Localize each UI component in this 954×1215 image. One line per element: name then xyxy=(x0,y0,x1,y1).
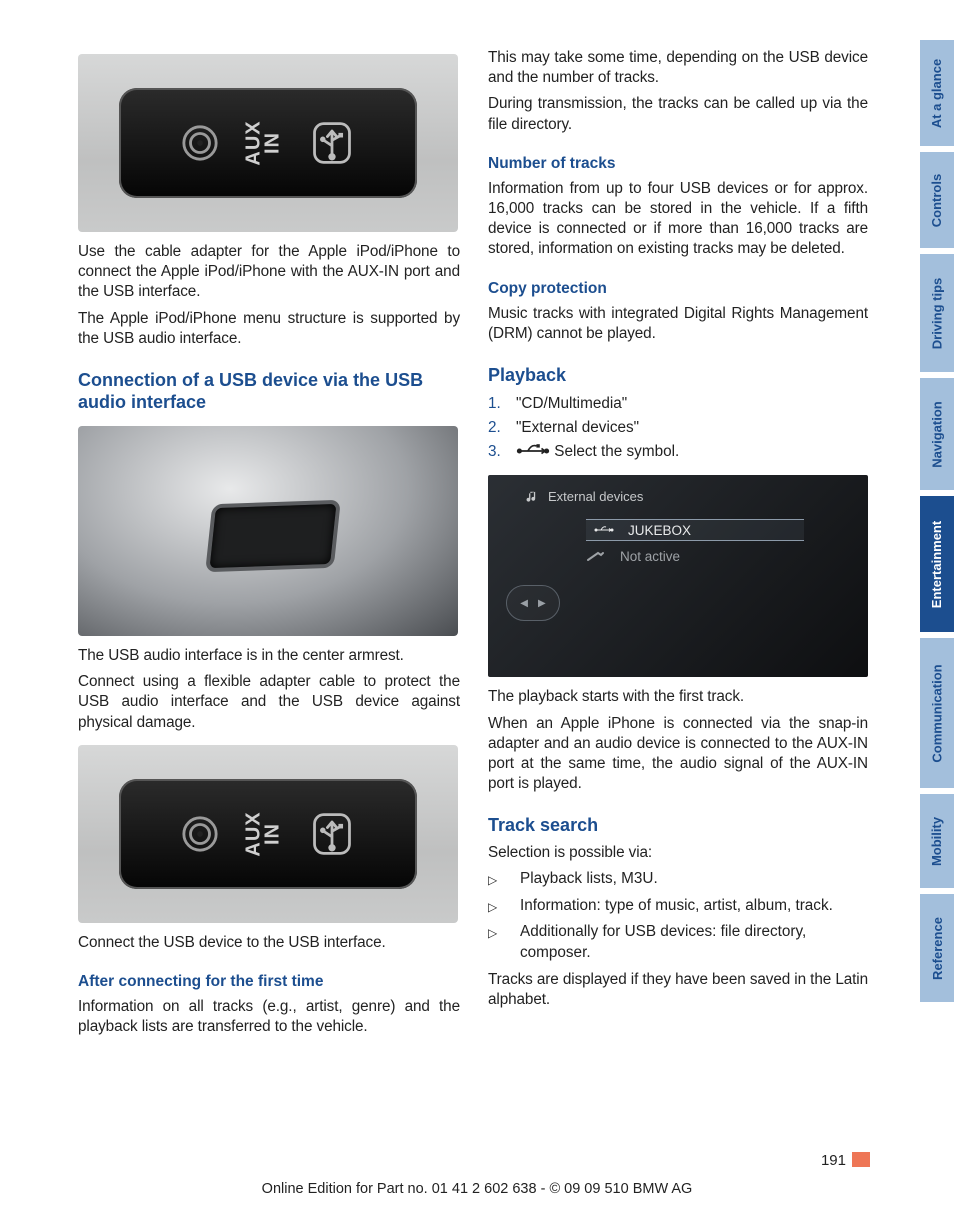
heading-copy-protection: Copy protection xyxy=(488,280,868,298)
step-item: 1."CD/Multimedia" xyxy=(488,392,868,416)
usb-transfer-icon xyxy=(594,524,614,536)
side-tabs: At a glance Controls Driving tips Navigatio… xyxy=(920,40,954,1200)
paragraph: During transmission, the tracks can be c… xyxy=(488,94,868,134)
heading-number-of-tracks: Number of tracks xyxy=(488,155,868,173)
track-search-list: ▷Playback lists, M3U. ▷Information: type… xyxy=(488,869,868,970)
paragraph: Tracks are displayed if they have been s… xyxy=(488,970,868,1010)
heading-playback: Playback xyxy=(488,364,868,387)
paragraph: The Apple iPod/iPhone menu structure is … xyxy=(78,309,460,349)
paragraph: Information on all tracks (e.g., artist,… xyxy=(78,997,460,1037)
footer-line: Online Edition for Part no. 01 41 2 602 … xyxy=(0,1181,954,1197)
playback-steps-list: 1."CD/Multimedia" 2."External devices" 3… xyxy=(488,392,868,463)
aux-jack-icon xyxy=(181,815,219,853)
paragraph: Selection is possible via: xyxy=(488,843,868,863)
center-armrest-image xyxy=(78,426,458,636)
aux-in-panel-image-top: AUXIN xyxy=(78,54,458,232)
side-tab-entertainment[interactable]: Entertainment xyxy=(920,496,954,632)
list-item: ▷Additionally for USB devices: file dire… xyxy=(488,922,868,963)
aux-label-bottom: IN xyxy=(262,823,284,845)
aux-in-panel-image-bottom: AUXIN xyxy=(78,745,458,923)
idrive-screenshot: External devices JUKEBOX Not active ◀▶ xyxy=(488,475,868,677)
side-tab-at-a-glance[interactable]: At a glance xyxy=(920,40,954,146)
paragraph: The USB audio interface is in the center… xyxy=(78,646,460,666)
heading-connection-usb: Connection of a USB device via the USB a… xyxy=(78,369,460,414)
note-icon xyxy=(526,490,540,504)
idrive-row-not-active: Not active xyxy=(586,545,680,567)
step-item: 2."External devices" xyxy=(488,416,868,440)
heading-track-search: Track search xyxy=(488,814,868,837)
paragraph: This may take some time, depending on th… xyxy=(488,48,868,88)
side-tab-communication[interactable]: Communication xyxy=(920,638,954,788)
side-tab-driving-tips[interactable]: Driving tips xyxy=(920,254,954,372)
paragraph: When an Apple iPhone is connected via th… xyxy=(488,714,868,795)
heading-after-connecting: After connecting for the first time xyxy=(78,973,460,991)
list-item: ▷Playback lists, M3U. xyxy=(488,869,868,890)
paragraph: Connect the USB device to the USB interf… xyxy=(78,933,460,953)
paragraph: Information from up to four USB devices … xyxy=(488,179,868,260)
paragraph: Connect using a flexible adapter cable t… xyxy=(78,672,460,733)
usb-transfer-icon xyxy=(516,444,550,458)
paragraph: The playback starts with the first track… xyxy=(488,687,868,707)
usb-icon xyxy=(309,120,355,166)
idrive-header: External devices xyxy=(548,489,643,504)
side-tab-navigation[interactable]: Navigation xyxy=(920,378,954,490)
aux-plug-icon xyxy=(586,550,606,562)
page-number: 191 xyxy=(0,1152,870,1169)
aux-label-bottom: IN xyxy=(262,132,284,154)
list-item: ▷Information: type of music, artist, alb… xyxy=(488,896,868,917)
aux-jack-icon xyxy=(181,124,219,162)
idrive-row-jukebox: JUKEBOX xyxy=(586,519,804,541)
step-item: 3. Select the symbol. xyxy=(488,440,868,464)
usb-icon xyxy=(309,811,355,857)
side-tab-reference[interactable]: Reference xyxy=(920,894,954,1002)
side-tab-mobility[interactable]: Mobility xyxy=(920,794,954,888)
paragraph: Use the cable adapter for the Apple iPod… xyxy=(78,242,460,303)
side-tab-controls[interactable]: Controls xyxy=(920,152,954,248)
paragraph: Music tracks with integrated Digital Rig… xyxy=(488,304,868,344)
idrive-controller-icon: ◀▶ xyxy=(506,585,560,621)
